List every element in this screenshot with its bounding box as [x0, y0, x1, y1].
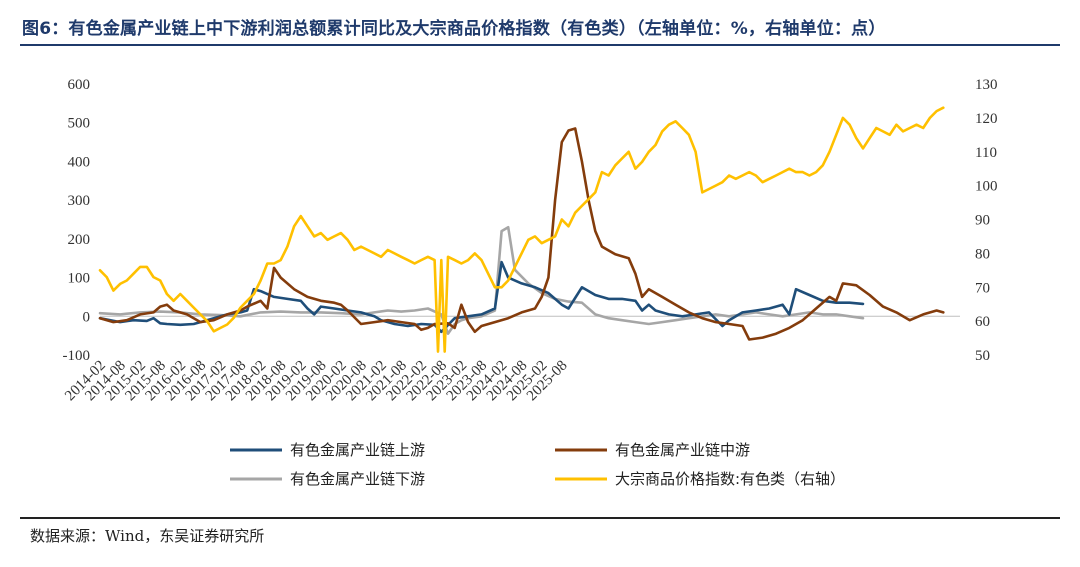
series-layer	[98, 106, 945, 353]
y-right-tick-label: 60	[975, 314, 990, 330]
y-right-tick-label: 80	[975, 246, 990, 262]
y-left-tick-label: 0	[83, 309, 91, 325]
y-left-tick-label: 300	[68, 193, 91, 209]
chart-title: 图6：有色金属产业链上中下游利润总额累计同比及大宗商品价格指数（有色类）（左轴单…	[22, 19, 886, 39]
footer-rule	[20, 517, 1060, 519]
series-line-upstream	[98, 260, 865, 334]
legend-label-upstream: 有色金属产业链上游	[290, 441, 425, 459]
y-right-tick-label: 90	[975, 213, 990, 229]
line-chart: 600 500 400 300 200 100 0 -100 130 120 110 100 90 80 7…	[62, 77, 997, 488]
series-line-downstream	[98, 225, 865, 335]
y-right-tick-label: 50	[975, 348, 990, 364]
y-left-tick-label: 500	[68, 116, 91, 132]
y-left-tick-label: -100	[63, 348, 91, 364]
title-rule	[20, 44, 1060, 46]
y-left-tick-label: 200	[68, 232, 91, 248]
tick-layer: 600 500 400 300 200 100 0 -100 130 120 110 100 90 80 7…	[62, 77, 997, 404]
y-right-tick-label: 100	[975, 179, 998, 195]
legend-label-downstream: 有色金属产业链下游	[290, 470, 425, 488]
data-source: 数据来源：Wind，东吴证券研究所	[30, 527, 265, 545]
legend-label-midstream: 有色金属产业链中游	[615, 441, 750, 459]
y-right-tick-label: 130	[975, 77, 998, 93]
legend-label-index: 大宗商品价格指数:有色类（右轴）	[615, 470, 845, 488]
series-line-index	[98, 106, 945, 353]
y-left-tick-label: 600	[68, 77, 91, 93]
y-right-tick-label: 110	[975, 145, 997, 161]
y-right-tick-label: 120	[975, 111, 998, 127]
legend: 有色金属产业链上游 有色金属产业链中游 有色金属产业链下游 大宗商品价格指数:有…	[230, 441, 845, 488]
series-line-midstream	[98, 127, 945, 341]
y-left-tick-label: 400	[68, 154, 91, 170]
y-right-tick-label: 70	[975, 280, 990, 296]
y-left-tick-label: 100	[68, 271, 91, 287]
